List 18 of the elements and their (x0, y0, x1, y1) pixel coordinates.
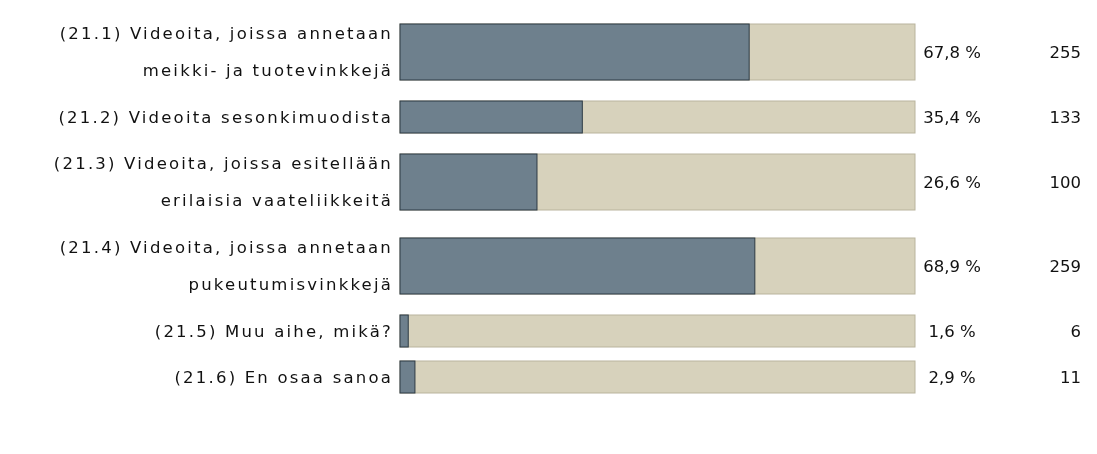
y-tick-label: (21.6) En osaa sanoa (174, 367, 393, 387)
y-tick-label: (21.2) Videoita sesonkimuodista (58, 107, 393, 127)
text: 100 (1049, 172, 1081, 192)
text: 11 (1060, 367, 1081, 387)
text: 255 (1049, 42, 1081, 62)
y-tick-label: (21.5) Muu aihe, mikä? (154, 321, 393, 341)
data-label: 1,6 % (928, 321, 976, 341)
data-label: 68,9 % (923, 256, 981, 276)
data-label: 26,6 % (923, 172, 981, 192)
data-label: 2,9 % (928, 367, 976, 387)
data-label: 35,4 % (923, 107, 981, 127)
y-tick-label: (21.4) Videoita, joissa annetaan pukeutumisvinkkejä (59, 238, 393, 295)
y-tick-label: (21.1) Videoita, joissa annetaan meikki- ja tuotevinkkejä (59, 24, 393, 81)
data-label: 67,8 % (923, 42, 981, 62)
y-tick-label: (21.3) Videoita, joissa esitellään erilaisia vaateliikkeitä (53, 154, 393, 211)
text: 259 (1049, 256, 1081, 276)
text: 133 (1049, 107, 1081, 127)
text: 6 (1070, 321, 1081, 341)
